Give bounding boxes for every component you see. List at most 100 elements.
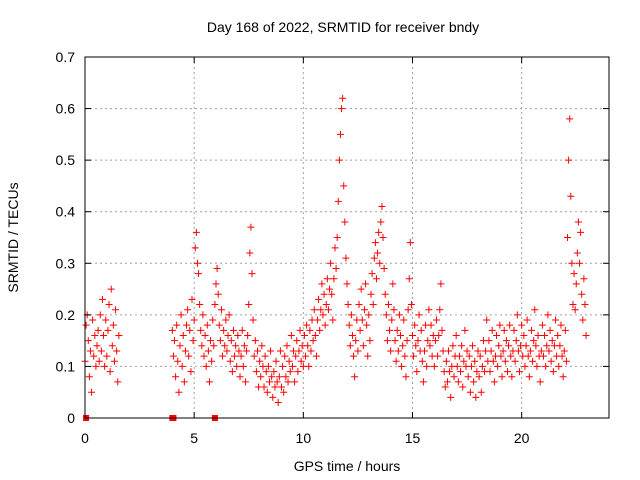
data-point xyxy=(505,342,513,350)
data-point xyxy=(388,316,396,324)
data-point xyxy=(386,326,394,334)
data-point xyxy=(513,311,521,319)
data-point xyxy=(567,192,575,200)
data-point xyxy=(459,383,467,391)
data-point xyxy=(185,352,193,360)
data-point xyxy=(293,337,301,345)
data-point xyxy=(387,347,395,355)
data-point xyxy=(511,357,519,365)
data-point xyxy=(569,301,577,309)
data-point xyxy=(377,218,385,226)
data-point xyxy=(558,352,566,360)
data-point xyxy=(261,352,269,360)
data-point xyxy=(438,326,446,334)
y-axis-label: SRMTID / TECUs xyxy=(5,182,21,292)
data-point xyxy=(363,321,371,329)
data-point xyxy=(208,357,216,365)
data-point xyxy=(530,337,538,345)
data-point xyxy=(393,326,401,334)
data-point xyxy=(86,347,94,355)
data-point xyxy=(559,373,567,381)
data-point xyxy=(264,362,272,370)
data-point xyxy=(355,301,363,309)
data-point xyxy=(501,357,509,365)
data-point xyxy=(306,326,314,334)
data-point xyxy=(368,270,376,278)
data-point xyxy=(392,357,400,365)
data-point xyxy=(280,388,288,396)
data-point xyxy=(357,285,365,293)
data-point xyxy=(318,280,326,288)
data-point xyxy=(370,254,378,262)
data-point xyxy=(209,316,217,324)
data-point xyxy=(453,362,461,370)
data-point xyxy=(184,306,192,314)
data-point xyxy=(477,388,485,396)
x-tick-label: 15 xyxy=(405,430,421,446)
data-point xyxy=(249,316,257,324)
data-point xyxy=(538,321,546,329)
data-point xyxy=(270,368,278,376)
data-point xyxy=(263,388,271,396)
data-point xyxy=(339,94,347,102)
data-point xyxy=(292,352,300,360)
data-point xyxy=(177,311,185,319)
data-point xyxy=(202,362,210,370)
data-point xyxy=(273,378,281,386)
data-point xyxy=(371,239,379,247)
data-point xyxy=(404,306,412,314)
data-point xyxy=(178,362,186,370)
data-point xyxy=(493,331,501,339)
data-point xyxy=(394,347,402,355)
data-point xyxy=(378,203,386,211)
data-point xyxy=(207,337,215,345)
data-point xyxy=(474,347,482,355)
data-point xyxy=(507,352,515,360)
data-point xyxy=(580,275,588,283)
data-point xyxy=(330,275,338,283)
data-point xyxy=(560,347,568,355)
y-tick-label: 0.2 xyxy=(56,307,76,323)
data-point xyxy=(287,331,295,339)
data-point xyxy=(522,342,530,350)
data-point xyxy=(367,290,375,298)
data-point xyxy=(366,337,374,345)
data-point xyxy=(495,342,503,350)
ticks-layer: 0 0.1 0.2 0.3 0.4 0.5 0.6 0.7 0 5 10 15 20 xyxy=(56,49,609,446)
data-point xyxy=(283,342,291,350)
data-point xyxy=(228,368,236,376)
data-point xyxy=(213,264,221,272)
data-point xyxy=(417,326,425,334)
data-point xyxy=(443,378,451,386)
data-point xyxy=(217,306,225,314)
data-point xyxy=(415,311,423,319)
data-point xyxy=(494,362,502,370)
data-point xyxy=(421,347,429,355)
data-point xyxy=(284,378,292,386)
data-point xyxy=(369,301,377,309)
data-point xyxy=(344,301,352,309)
data-point xyxy=(350,352,358,360)
data-point xyxy=(470,378,478,386)
data-point xyxy=(472,393,480,401)
data-point xyxy=(317,306,325,314)
data-point xyxy=(232,342,240,350)
data-point xyxy=(329,316,337,324)
data-point xyxy=(326,285,334,293)
data-point xyxy=(250,352,258,360)
data-point xyxy=(314,316,322,324)
data-point xyxy=(534,331,542,339)
x-tick-label: 20 xyxy=(514,430,530,446)
data-point xyxy=(346,342,354,350)
data-point xyxy=(454,378,462,386)
data-point xyxy=(288,362,296,370)
data-point xyxy=(197,326,205,334)
data-point xyxy=(195,270,203,278)
data-point xyxy=(95,357,103,365)
data-point xyxy=(98,295,106,303)
data-point xyxy=(424,337,432,345)
data-point xyxy=(414,337,422,345)
data-point xyxy=(85,373,93,381)
data-point xyxy=(455,352,463,360)
data-point xyxy=(198,342,206,350)
